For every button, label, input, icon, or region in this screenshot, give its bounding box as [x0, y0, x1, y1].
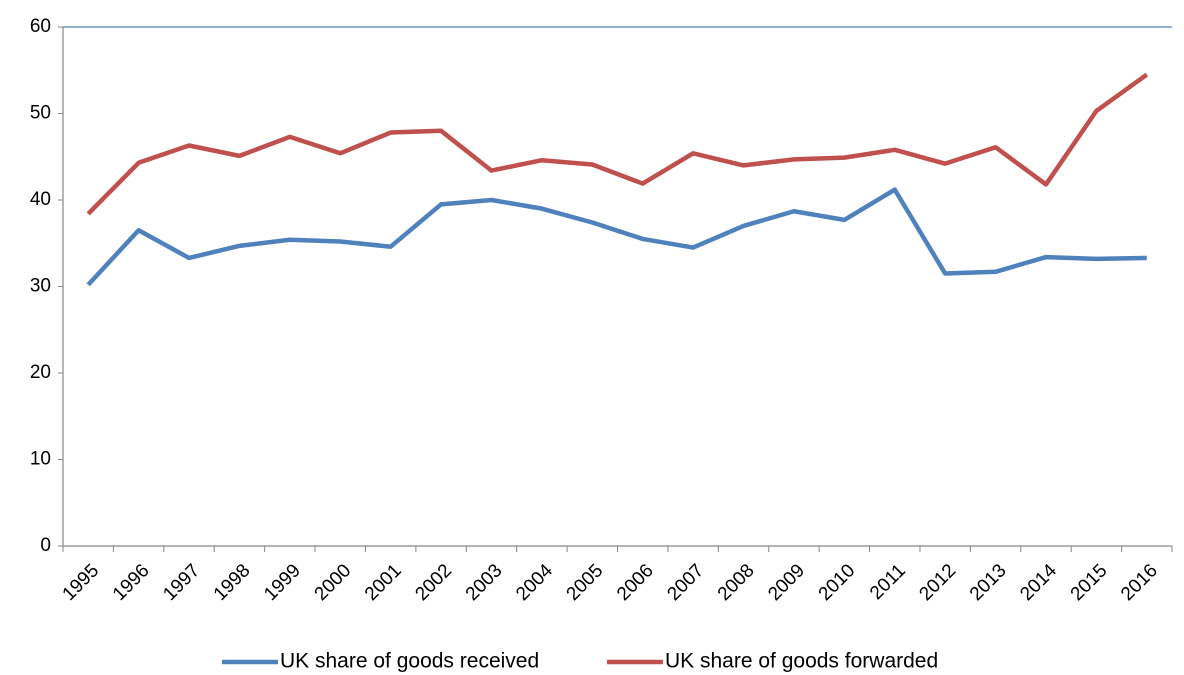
x-tick-label: 1995 — [59, 560, 104, 605]
x-tick-label: 2006 — [613, 560, 658, 605]
x-tick-label: 2004 — [512, 560, 557, 605]
x-tick-label: 1998 — [210, 560, 255, 605]
x-tick-label: 1996 — [109, 560, 154, 605]
y-tick-label: 20 — [30, 362, 51, 383]
x-tick-label: 2005 — [563, 560, 608, 605]
x-tick-label: 2000 — [311, 560, 356, 605]
x-tick-label: 2001 — [361, 560, 406, 605]
y-tick-label: 0 — [40, 535, 51, 556]
legend-label: UK share of goods received — [280, 650, 539, 673]
x-tick-label: 2008 — [714, 560, 759, 605]
x-tick-label: 2012 — [915, 560, 960, 605]
line — [86, 72, 1149, 216]
x-tick-label: 2013 — [966, 560, 1011, 605]
y-tick-label: 40 — [30, 189, 51, 210]
y-tick-label: 10 — [30, 449, 51, 470]
x-tick-label: 2010 — [815, 560, 860, 605]
x-tick-label: 2016 — [1117, 560, 1162, 605]
y-tick-label: 50 — [30, 103, 51, 124]
x-tick-label: 1999 — [260, 560, 305, 605]
line — [86, 187, 1147, 287]
x-tick-label: 2003 — [462, 560, 507, 605]
x-tick-label: 2011 — [866, 560, 910, 604]
x-tick-label: 2015 — [1067, 560, 1112, 605]
x-tick-label: 2014 — [1016, 560, 1061, 605]
legend-label: UK share of goods forwarded — [665, 650, 938, 673]
x-tick-label: 2007 — [663, 560, 708, 605]
y-tick-label: 60 — [30, 16, 51, 37]
y-tick-label: 30 — [30, 276, 51, 297]
x-tick-label: 2009 — [764, 560, 809, 605]
x-tick-label: 1997 — [159, 560, 204, 605]
x-tick-label: 2002 — [411, 560, 456, 605]
